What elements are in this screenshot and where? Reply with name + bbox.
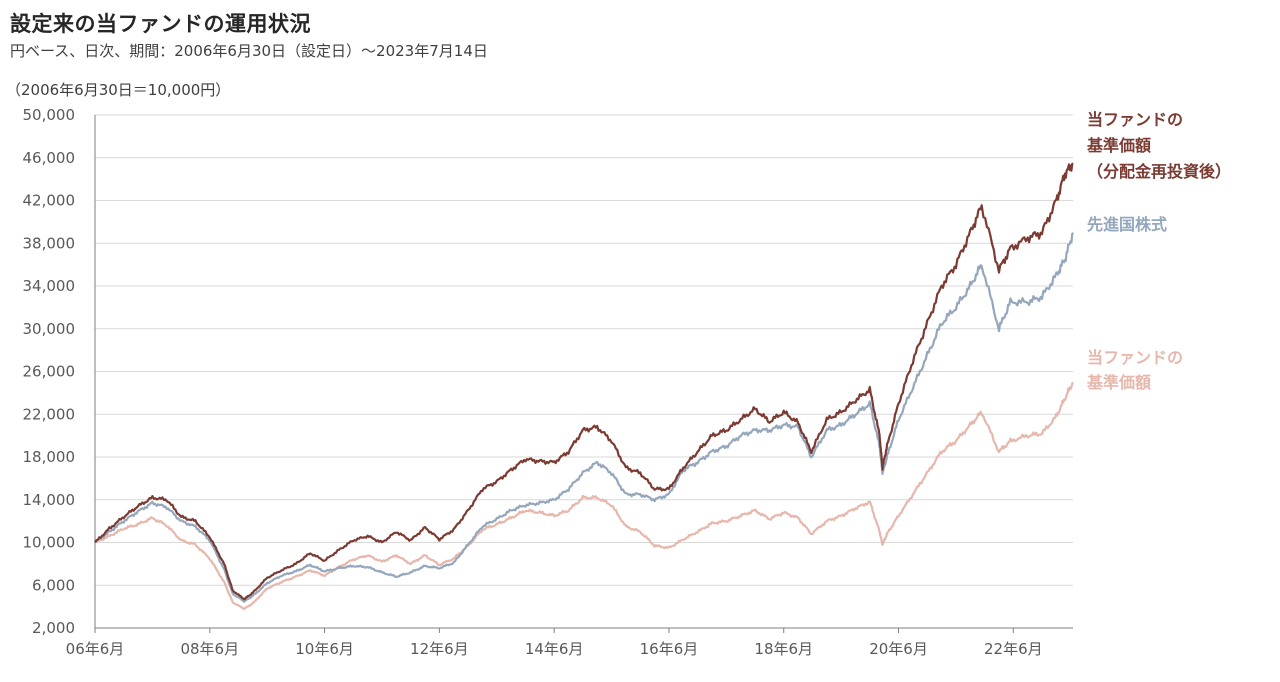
series-line-developed-stocks (94, 232, 1074, 603)
y-tick-label: 38,000 (23, 234, 76, 252)
unit-note: （2006年6月30日＝10,000円） (6, 81, 231, 99)
y-tick-label: 30,000 (23, 320, 76, 338)
y-tick-label: 10,000 (23, 534, 76, 552)
y-tick-label: 18,000 (23, 448, 76, 466)
x-tick-label: 14年6月 (525, 640, 584, 658)
x-tick-label: 06年6月 (66, 640, 125, 658)
y-tick-label: 26,000 (23, 363, 76, 381)
y-tick-label: 6,000 (32, 576, 75, 594)
y-tick-label: 34,000 (23, 277, 76, 295)
x-tick-label: 22年6月 (984, 640, 1043, 658)
page-title: 設定来の当ファンドの運用状況 (10, 12, 311, 36)
series-lines (94, 162, 1075, 611)
y-tick-label: 42,000 (23, 192, 76, 210)
legend-fund-reinvested: 当ファンドの (1087, 110, 1183, 129)
y-tick-label: 50,000 (23, 106, 76, 124)
y-axis: 2,000 6,000 10,000 14,000 18,000 22,000 26,000… (23, 106, 96, 637)
series-line-fund-reinvested (94, 162, 1074, 601)
y-tick-label: 2,000 (32, 619, 75, 637)
x-tick-label: 10年6月 (295, 640, 354, 658)
x-tick-label: 16年6月 (640, 640, 699, 658)
series-line-fund-nav (94, 381, 1075, 611)
chart-subtitle: 円ベース、日次、期間：2006年6月30日（設定日）～2023年7月14日 (10, 42, 488, 60)
legend-fund-reinvested: 基準価額 (1086, 136, 1151, 155)
legend-fund-nav: 基準価額 (1086, 373, 1151, 392)
legend-fund-nav: 当ファンドの (1087, 348, 1183, 367)
y-tick-label: 14,000 (23, 491, 76, 509)
y-tick-label: 46,000 (23, 149, 76, 167)
x-axis: 06年6月 08年6月 10年6月 12年6月 14年6月 16年6月 18年6月 20年6月… (66, 627, 1073, 658)
y-tick-label: 22,000 (23, 405, 76, 423)
x-tick-label: 08年6月 (180, 640, 239, 658)
x-tick-label: 12年6月 (410, 640, 469, 658)
legend-developed-stocks: 先進国株式 (1087, 215, 1167, 234)
x-tick-label: 20年6月 (869, 640, 928, 658)
gridlines (95, 114, 1073, 629)
x-tick-label: 18年6月 (754, 640, 813, 658)
legend-fund-reinvested: （分配金再投資後） (1087, 162, 1231, 181)
